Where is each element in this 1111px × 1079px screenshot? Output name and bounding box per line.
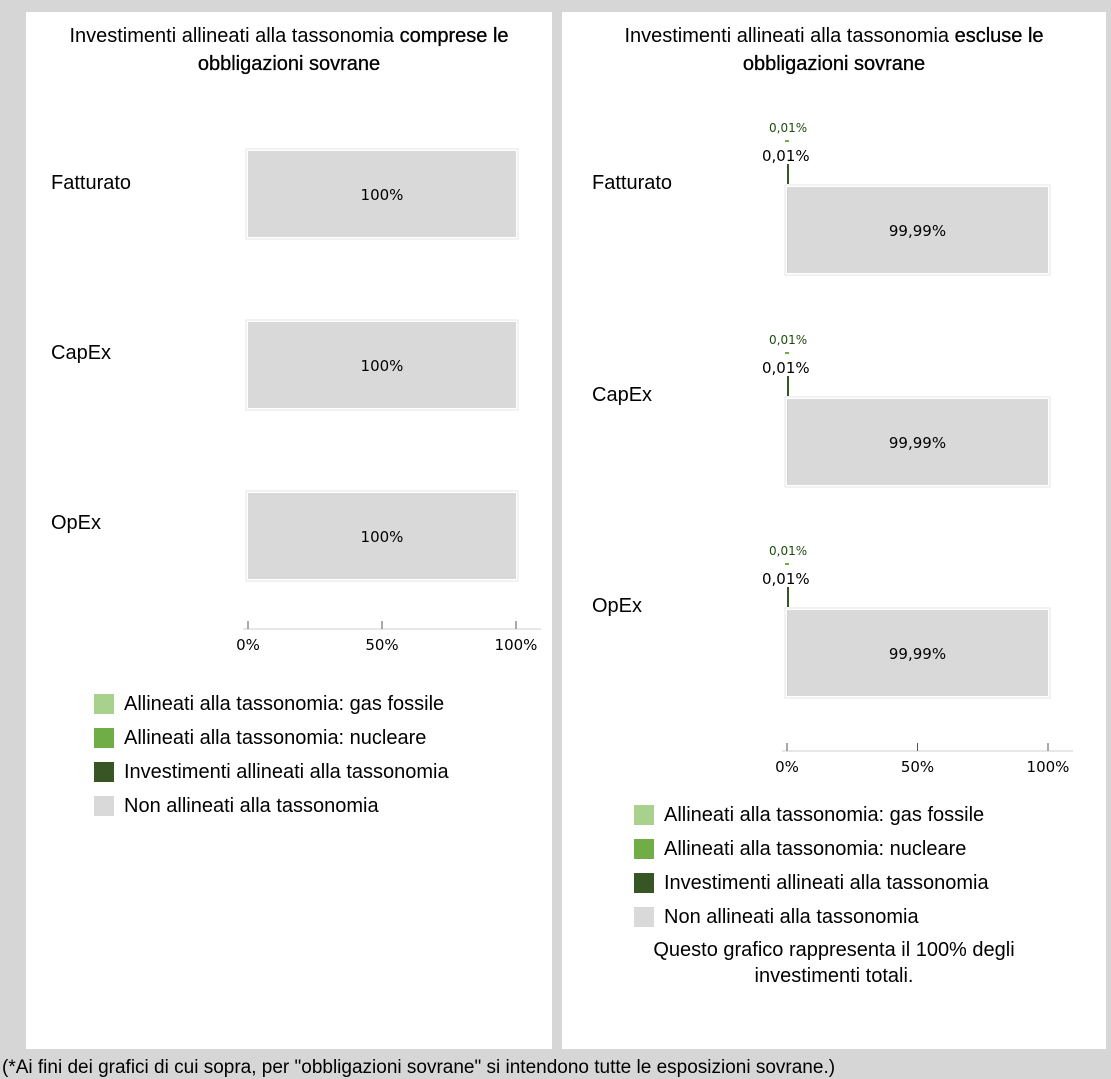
legend-swatch	[94, 694, 114, 714]
chart-note: Questo grafico rappresenta il 100% degli…	[653, 939, 1015, 987]
legend-item: Non allineati alla tassonomia	[634, 900, 989, 934]
category-label: OpEx	[51, 512, 101, 534]
legend-label: Investimenti allineati alla tassonomia	[124, 760, 449, 783]
panel-title: Investimenti allineati alla tassonomia c…	[26, 22, 552, 78]
legend-right: Allineati alla tassonomia: gas fossile Al…	[634, 798, 989, 934]
bar-chart-left: Fatturato 100% CapEx 100% OpEx 100% 0% 50% 100%	[51, 148, 541, 654]
bar-frame	[784, 607, 1051, 699]
title-plain: Investimenti allineati alla tassonomia	[69, 25, 400, 47]
bar-segment	[787, 399, 1049, 485]
data-label: 99,99%	[889, 434, 946, 452]
category-label: CapEx	[592, 384, 652, 406]
legend-label: Investimenti allineati alla tassonomia	[664, 871, 989, 894]
chart-panel-without-sovereign-bonds: Investimenti allineati alla tassonomia e…	[562, 12, 1106, 1049]
data-label: 100%	[361, 186, 404, 204]
category-label: OpEx	[592, 595, 642, 617]
x-tick-label: 0%	[775, 758, 799, 776]
legend-label: Allineati alla tassonomia: gas fossile	[664, 803, 985, 826]
legend-item: Investimenti allineati alla tassonomia	[634, 866, 989, 900]
data-label: 0,01%	[769, 333, 807, 347]
legend-left: Allineati alla tassonomia: gas fossile Al…	[94, 687, 449, 823]
data-label: 99,99%	[889, 222, 946, 240]
legend-swatch	[94, 728, 114, 748]
panel-title: Investimenti allineati alla tassonomia e…	[562, 22, 1106, 78]
data-label: 0,01%	[762, 570, 810, 588]
bar-frame	[784, 396, 1051, 488]
bar-segment	[248, 151, 516, 237]
legend-item: Allineati alla tassonomia: nucleare	[634, 832, 989, 866]
legend-label: Allineati alla tassonomia: nucleare	[664, 837, 967, 860]
data-label: 0,01%	[762, 147, 810, 165]
legend-item: Allineati alla tassonomia: gas fossile	[94, 687, 449, 721]
x-tick-label: 50%	[365, 636, 398, 654]
x-tick-label: 100%	[1027, 758, 1070, 776]
x-tick-label: 100%	[495, 636, 538, 654]
data-label: 99,99%	[889, 645, 946, 663]
legend-swatch	[94, 796, 114, 816]
title-bold: comprese le obbligazioni sovrane	[197, 25, 509, 75]
legend-swatch	[94, 762, 114, 782]
legend-swatch	[634, 839, 654, 859]
legend-swatch	[634, 805, 654, 825]
bar-frame	[784, 184, 1051, 276]
legend-item: Investimenti allineati alla tassonomia	[94, 755, 449, 789]
bar-frame	[245, 319, 519, 411]
data-label: 100%	[361, 357, 404, 375]
title-bold: escluse le obbligazioni sovrane	[742, 25, 1044, 75]
category-label: Fatturato	[592, 172, 672, 194]
bar-segment	[787, 610, 1049, 696]
bar-frame	[245, 148, 519, 240]
bar-chart-right: Fatturato 99,99% 0,01% 0,01% CapEx 99,99% 0,01…	[592, 121, 1073, 776]
x-tick-label: 50%	[901, 758, 934, 776]
data-label: 0,01%	[769, 121, 807, 135]
legend-label: Non allineati alla tassonomia	[664, 905, 919, 928]
data-label: 0,01%	[762, 359, 810, 377]
bar-segment	[787, 187, 1049, 273]
x-tick-label: 0%	[236, 636, 260, 654]
legend-item: Allineati alla tassonomia: nucleare	[94, 721, 449, 755]
data-label: 100%	[361, 528, 404, 546]
legend-label: Allineati alla tassonomia: nucleare	[124, 726, 427, 749]
category-label: Fatturato	[51, 172, 131, 194]
bar-segment	[248, 322, 516, 408]
legend-swatch	[634, 907, 654, 927]
bar-segment	[248, 493, 516, 579]
title-plain: Investimenti allineati alla tassonomia	[624, 25, 955, 47]
legend-swatch	[634, 873, 654, 893]
legend-label: Non allineati alla tassonomia	[124, 794, 379, 817]
chart-panel-with-sovereign-bonds: Investimenti allineati alla tassonomia c…	[26, 12, 552, 1049]
category-label: CapEx	[51, 342, 111, 364]
bar-frame	[245, 490, 519, 582]
footnote: (*Ai fini dei grafici di cui sopra, per …	[2, 1057, 836, 1078]
legend-item: Non allineati alla tassonomia	[94, 789, 449, 823]
legend-label: Allineati alla tassonomia: gas fossile	[124, 692, 445, 715]
data-label: 0,01%	[769, 544, 807, 558]
legend-item: Allineati alla tassonomia: gas fossile	[634, 798, 989, 832]
